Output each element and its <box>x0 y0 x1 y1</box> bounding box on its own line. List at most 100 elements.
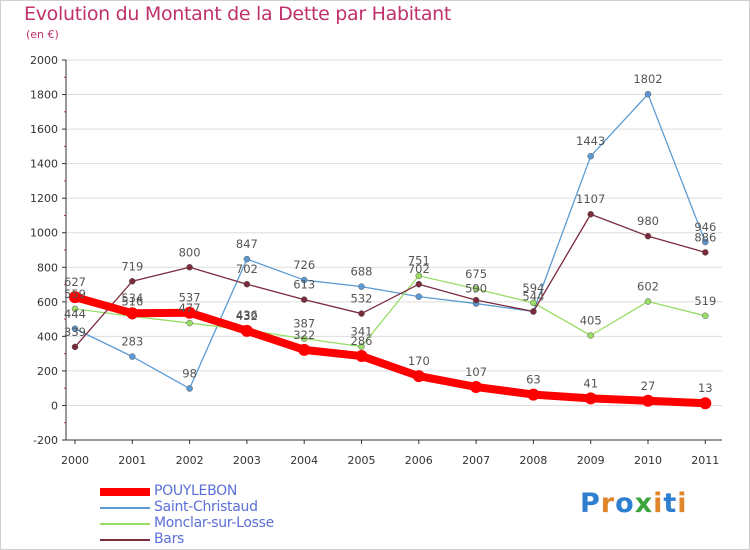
data-label: 41 <box>583 376 598 390</box>
point-saint-christaud <box>186 385 193 392</box>
x-tick-label: 2003 <box>233 454 261 467</box>
point-saint-christaud <box>702 238 709 246</box>
logo-letter: o <box>615 488 635 519</box>
data-label: 537 <box>179 291 201 305</box>
legend-swatch-bars <box>100 539 150 541</box>
data-label: 516 <box>121 294 143 308</box>
legend-swatch-monclar-sur-losse <box>100 523 150 525</box>
point-pouylebon <box>183 306 196 319</box>
series-line-monclar-sur-losse <box>74 275 706 348</box>
y-tick-label: -200 <box>33 434 58 447</box>
logo-letter: r <box>600 488 616 519</box>
x-tick-label: 2000 <box>61 454 89 467</box>
data-label: 387 <box>293 317 315 331</box>
data-label: 602 <box>637 279 659 293</box>
point-saint-christaud <box>415 293 423 300</box>
data-label: 98 <box>182 367 197 381</box>
data-label: 534 <box>121 291 143 305</box>
x-tick-label: 2006 <box>405 454 433 467</box>
point-bars <box>358 310 365 317</box>
data-label: 594 <box>522 281 544 295</box>
x-tick-label: 2002 <box>176 454 204 467</box>
y-tick-label: 0 <box>51 399 58 412</box>
point-pouylebon <box>126 307 139 320</box>
x-tick-label: 2007 <box>462 454 490 467</box>
series-line-pouylebon <box>71 293 710 408</box>
point-saint-christaud <box>300 276 308 284</box>
data-label: 1802 <box>633 72 662 86</box>
point-saint-christaud <box>644 90 652 98</box>
data-label: 675 <box>465 267 487 281</box>
logo-letter: x <box>634 488 654 519</box>
chart-title: Evolution du Montant de la Dette par Hab… <box>24 3 452 25</box>
point-bars <box>186 264 193 271</box>
data-label: 27 <box>641 379 656 393</box>
legend-label-pouylebon: POUYLEBON <box>154 483 238 499</box>
point-pouylebon <box>355 350 368 363</box>
data-label: 886 <box>694 230 716 244</box>
point-pouylebon <box>240 324 253 337</box>
y-tick-label: 1400 <box>30 158 58 171</box>
y-tick-label: 1600 <box>30 123 58 136</box>
legend-swatch-saint-christaud <box>100 507 150 509</box>
point-bars <box>644 232 652 240</box>
point-bars <box>129 278 136 285</box>
data-label: 432 <box>236 309 258 323</box>
point-bars <box>71 343 79 351</box>
point-pouylebon <box>298 343 311 356</box>
data-label: 847 <box>236 237 258 251</box>
point-bars <box>415 280 423 288</box>
data-label: 341 <box>351 325 373 339</box>
data-label: 339 <box>64 325 86 339</box>
point-bars <box>300 296 308 303</box>
data-label: 726 <box>293 258 315 272</box>
point-saint-christaud <box>587 152 594 160</box>
x-tick-label: 2008 <box>519 454 547 467</box>
logo-letter: t <box>663 488 678 519</box>
data-label: 751 <box>408 254 430 268</box>
x-tick-label: 2011 <box>691 454 719 467</box>
data-label: 559 <box>64 287 86 301</box>
data-label: 613 <box>293 278 315 292</box>
chart-unit: (en €) <box>26 28 59 41</box>
point-monclar-sur-losse <box>71 305 79 313</box>
point-monclar-sur-losse <box>472 285 480 293</box>
point-pouylebon <box>470 380 483 393</box>
data-label: 980 <box>637 214 659 228</box>
point-saint-christaud <box>243 255 251 263</box>
data-label: 13 <box>698 381 713 395</box>
point-pouylebon <box>412 370 425 383</box>
series-line-saint-christaud <box>74 93 706 390</box>
point-saint-christaud <box>71 325 79 333</box>
series-line-bars <box>74 213 706 348</box>
logo-letter: P <box>580 488 601 519</box>
data-label: 519 <box>694 294 716 308</box>
point-pouylebon <box>527 388 540 401</box>
point-pouylebon <box>584 392 597 405</box>
data-label: 688 <box>351 265 373 279</box>
data-label: 444 <box>64 307 86 321</box>
data-label: 590 <box>465 282 487 296</box>
point-monclar-sur-losse <box>702 312 709 320</box>
legend-label-saint-christaud: Saint-Christaud <box>154 499 258 515</box>
x-tick-label: 2005 <box>348 454 376 467</box>
logo-letter: i <box>653 488 664 519</box>
y-tick-label: 2000 <box>30 54 58 67</box>
point-monclar-sur-losse <box>186 319 193 327</box>
x-tick-label: 2010 <box>634 454 662 467</box>
point-bars <box>587 210 594 218</box>
data-label: 286 <box>351 334 373 348</box>
point-pouylebon <box>699 397 712 410</box>
point-monclar-sur-losse <box>587 332 594 339</box>
point-monclar-sur-losse <box>358 343 365 350</box>
x-tick-label: 2004 <box>290 454 318 467</box>
point-monclar-sur-losse <box>415 272 423 279</box>
data-label: 283 <box>121 335 143 349</box>
data-label: 63 <box>526 373 541 387</box>
data-label: 800 <box>179 245 201 259</box>
legend-swatch-pouylebon <box>100 488 150 496</box>
data-label: 946 <box>694 220 716 234</box>
point-saint-christaud <box>358 283 365 290</box>
